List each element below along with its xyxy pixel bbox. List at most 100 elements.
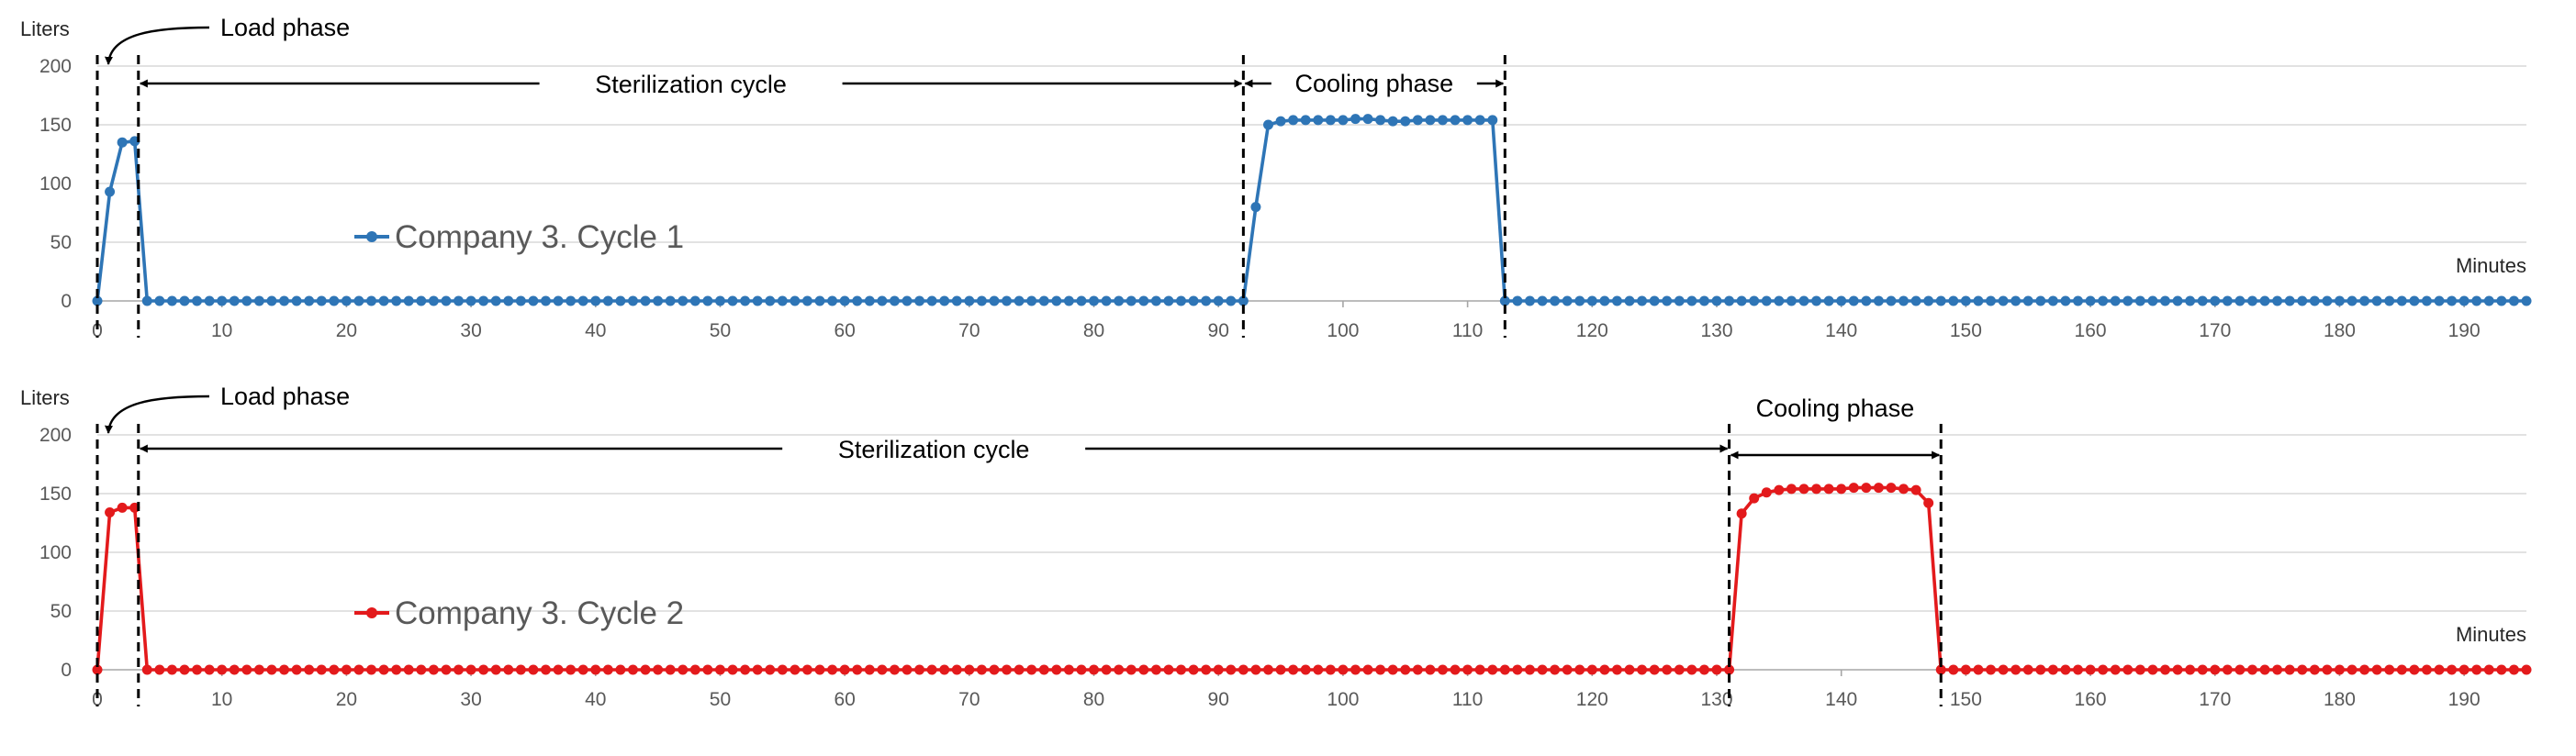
data-point xyxy=(1375,115,1386,126)
data-point xyxy=(1562,664,1573,675)
y-tick-label: 100 xyxy=(39,542,72,563)
data-point xyxy=(553,664,564,675)
data-point xyxy=(1462,664,1473,675)
load-phase-arrow xyxy=(104,395,210,434)
y-tick-label: 150 xyxy=(39,484,72,505)
data-point xyxy=(1574,664,1585,675)
data-point xyxy=(1674,295,1685,306)
data-point xyxy=(1437,115,1448,126)
x-tick-label: 20 xyxy=(336,320,357,341)
data-point xyxy=(1998,664,2009,675)
data-point xyxy=(1412,115,1423,126)
data-point xyxy=(914,295,925,306)
data-point xyxy=(441,664,452,675)
data-point xyxy=(1437,664,1448,675)
data-point xyxy=(2309,295,2320,306)
data-point xyxy=(2496,664,2507,675)
data-point xyxy=(1711,664,1722,675)
y-tick-label: 0 xyxy=(61,660,72,681)
data-point xyxy=(1226,295,1237,306)
data-point xyxy=(2246,295,2257,306)
x-tick-label: 110 xyxy=(1452,689,1483,710)
y-tick-label: 200 xyxy=(39,425,72,446)
data-point xyxy=(827,664,838,675)
data-point xyxy=(1724,664,1735,675)
x-tick-label: 130 xyxy=(1700,689,1732,710)
data-point xyxy=(577,664,588,675)
data-point xyxy=(1512,664,1523,675)
data-point xyxy=(1823,484,1834,495)
data-point xyxy=(1562,295,1573,306)
data-point xyxy=(2035,295,2046,306)
data-point xyxy=(2471,295,2482,306)
data-point xyxy=(1450,115,1461,126)
data-point xyxy=(2334,295,2345,306)
data-point xyxy=(1026,664,1037,675)
data-point xyxy=(229,295,240,306)
x-tick-label: 120 xyxy=(1576,320,1608,341)
data-point xyxy=(678,664,689,675)
data-point xyxy=(1586,295,1597,306)
data-point xyxy=(1749,493,1760,504)
data-point xyxy=(1886,483,1897,494)
data-point xyxy=(1499,295,1510,306)
data-point xyxy=(1300,115,1311,126)
data-point xyxy=(801,664,812,675)
data-point xyxy=(490,295,501,306)
data-point xyxy=(1749,295,1760,306)
data-point xyxy=(2409,295,2420,306)
data-point xyxy=(1014,664,1025,675)
data-point xyxy=(1338,115,1349,126)
data-point xyxy=(2359,295,2370,306)
data-point xyxy=(989,664,1000,675)
data-point xyxy=(902,664,913,675)
data-point xyxy=(217,664,228,675)
series-line xyxy=(95,117,2526,303)
data-point xyxy=(117,137,128,148)
data-point xyxy=(2122,295,2134,306)
data-point xyxy=(1213,664,1224,675)
data-point xyxy=(1599,664,1610,675)
data-point xyxy=(1637,295,1648,306)
x-tick-label: 150 xyxy=(1950,320,1982,341)
data-point xyxy=(989,295,1000,306)
data-point xyxy=(1176,664,1187,675)
data-point xyxy=(2022,664,2033,675)
data-point xyxy=(341,664,352,675)
data-point xyxy=(2471,664,2482,675)
annotation-load-phase: Load phase xyxy=(220,383,350,410)
data-point xyxy=(391,295,402,306)
x-tick-label: 10 xyxy=(211,689,232,710)
data-point xyxy=(2447,664,2458,675)
data-point xyxy=(1338,664,1349,675)
data-point xyxy=(2147,295,2158,306)
data-point xyxy=(2047,295,2058,306)
data-point xyxy=(2272,664,2283,675)
data-point xyxy=(1524,295,1535,306)
data-point xyxy=(1960,664,1971,675)
data-point xyxy=(204,664,215,675)
data-point xyxy=(428,664,439,675)
data-point xyxy=(2384,295,2395,306)
data-point xyxy=(566,295,577,306)
data-point xyxy=(2073,295,2084,306)
data-point xyxy=(1898,295,1910,306)
data-point xyxy=(316,295,327,306)
data-point xyxy=(2246,664,2257,675)
data-point xyxy=(1263,664,1274,675)
data-point xyxy=(1188,295,1199,306)
data-point xyxy=(752,295,763,306)
data-point xyxy=(378,295,389,306)
data-point xyxy=(2222,664,2233,675)
data-point xyxy=(1026,295,1037,306)
data-point xyxy=(1686,295,1697,306)
x-tick-label: 100 xyxy=(1327,320,1359,341)
data-point xyxy=(1350,664,1361,675)
data-point xyxy=(1898,484,1910,495)
x-tick-label: 140 xyxy=(1825,689,1857,710)
legend-label: Company 3. Cycle 1 xyxy=(395,219,684,255)
data-point xyxy=(1250,664,1261,675)
data-point xyxy=(627,664,638,675)
data-point xyxy=(1886,295,1897,306)
